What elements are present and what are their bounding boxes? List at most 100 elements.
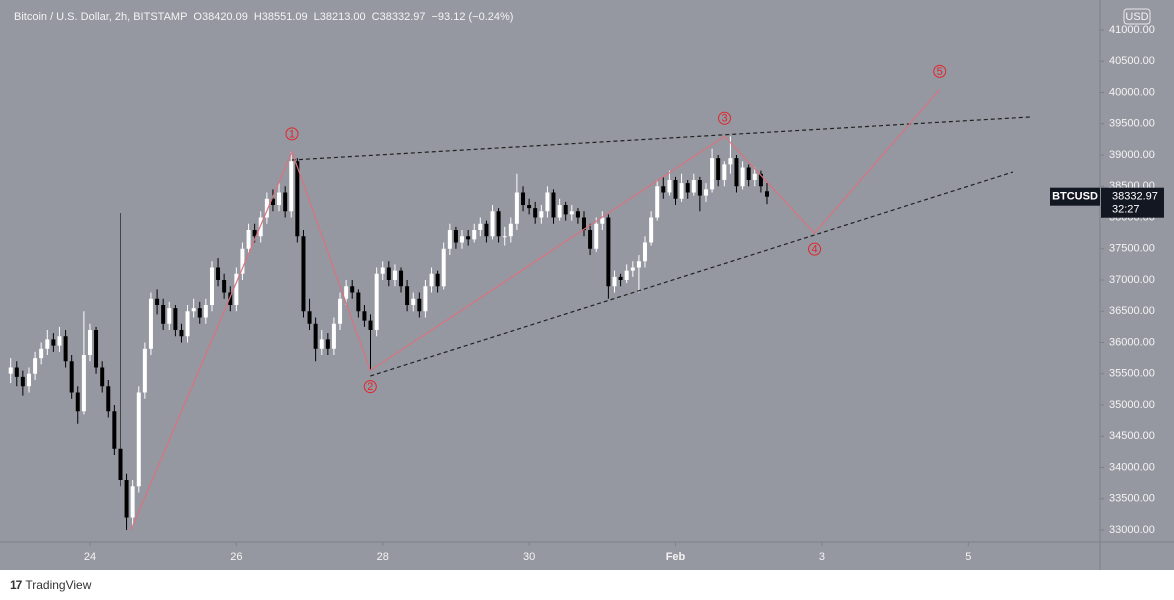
low: L38213.00 [313,11,366,23]
currency-box[interactable] [1123,8,1151,25]
candle-body [27,373,32,387]
candle-body [508,223,513,237]
candle-body [551,192,556,218]
candle-body [228,292,233,305]
candle-body [618,276,623,280]
candle-body [258,217,263,237]
candle-body [600,217,605,224]
candle-body [697,180,702,196]
candle-body [331,323,336,349]
candle-body [380,267,385,274]
y-tick-label: 33000.00 [1109,524,1155,536]
candle-body [533,208,538,218]
candle-body [484,223,489,237]
candle-body [728,158,733,165]
candle-body [459,236,464,243]
wave-path [130,88,941,531]
candle-body [338,298,343,324]
candle-body [368,320,373,330]
candle-body [612,276,617,287]
candle-body [118,448,123,480]
y-tick-label: 34500.00 [1109,430,1155,442]
x-tick-label: 24 [84,551,96,563]
candle-body [344,286,349,299]
wave-label-circle [808,242,822,256]
wave-label: 4 [811,244,817,256]
candle-body [264,198,269,218]
candle-body [667,180,672,193]
y-tick-label: 41000.00 [1109,24,1155,36]
currency: USD [1125,11,1148,23]
candle-body [630,267,635,271]
candle-body [155,298,160,305]
candle-body [14,367,19,377]
candle-body [386,267,391,280]
x-tick-label: 30 [523,551,535,563]
brand: 17 TradingView [10,578,91,592]
candle-body [124,480,129,518]
candle-body [289,161,294,212]
candle-body [679,183,684,199]
candle-body [722,164,727,180]
y-tick-label: 36500.00 [1109,305,1155,317]
candle-body [240,248,245,274]
high: H38551.09 [253,11,308,23]
candle-body [8,367,13,374]
y-tick-label: 34000.00 [1109,461,1155,473]
candle-body [148,298,153,349]
candle-body [319,339,324,349]
x-tick-label: 28 [377,551,389,563]
candle-body [704,189,709,196]
candle-body [514,192,519,224]
candle-body [758,173,763,187]
symbol-title: Bitcoin / U.S. Dollar, 2h, BITSTAMP [14,11,188,23]
candle-body [429,273,434,287]
candle-body [752,173,757,180]
candle-body [45,339,50,349]
candle-body [362,311,367,321]
candle-body [51,339,56,346]
y-tick-label: 37000.00 [1109,274,1155,286]
wave-label-circle [363,380,377,394]
candle-body [100,367,105,387]
trendline [370,171,1014,377]
candle-body [557,205,562,218]
y-tick-label: 40000.00 [1109,86,1155,98]
candle-body [75,392,80,412]
candle-body [197,308,202,318]
candle-body [142,348,147,393]
symbol-tag [1050,187,1100,206]
candle-body [539,211,544,218]
wave-label: 2 [367,381,373,393]
close: C38332.97 [371,11,426,23]
candle-body [69,361,74,393]
candle-body [191,308,196,312]
candle-body [746,167,751,180]
candle-body [716,158,721,180]
candle-body [392,270,397,280]
candle-body [423,286,428,312]
chart-background [0,0,1174,570]
candle-body [642,242,647,262]
candle-body [710,158,715,190]
candle-body [81,355,86,412]
x-tick-label: 5 [965,551,971,563]
candle-body [764,191,769,197]
candle-body [588,230,593,249]
candle-body [661,186,666,193]
candle-body [441,248,446,287]
candle-body [685,183,690,193]
candle-body [283,192,288,212]
candle-body [478,223,483,230]
candle-body [179,330,184,337]
price-tag-label: 38332.97 [1112,191,1158,203]
candle-body [734,158,739,187]
candle-body [521,192,526,205]
change: −93.12 (−0.24%) [431,11,514,23]
candle-body [112,411,117,449]
candle-body [527,205,532,209]
candle-body [94,330,99,368]
x-tick-label: Feb [666,551,686,563]
candle-body [740,167,745,187]
